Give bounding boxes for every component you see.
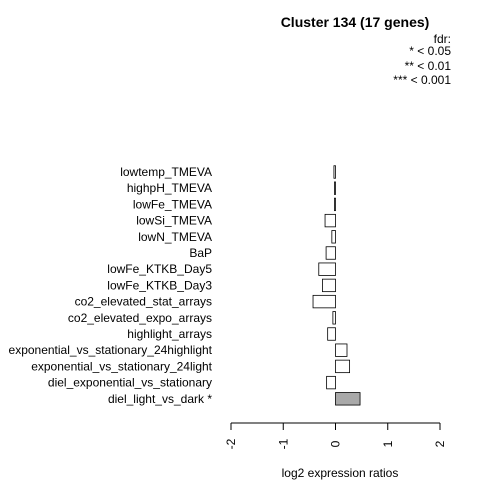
category-label: lowFe_TMEVA	[133, 197, 212, 211]
bar	[322, 278, 336, 293]
category-label: co2_elevated_expo_arrays	[68, 311, 212, 325]
chart-title: Cluster 134 (17 genes)	[281, 14, 430, 30]
x-tick-label: -2	[224, 438, 238, 449]
x-tick-label: 0	[329, 440, 343, 447]
category-label: lowSi_TMEVA	[136, 214, 212, 228]
x-ticks: -2 -1 0 1 2	[224, 423, 447, 449]
bars	[312, 165, 361, 406]
bar	[331, 230, 336, 244]
x-tick-label: 1	[381, 440, 395, 447]
x-axis-title: log2 expression ratios	[282, 466, 399, 480]
bar	[324, 213, 336, 228]
x-tick-label: -1	[276, 438, 290, 449]
x-tick-label: 2	[433, 440, 447, 447]
legend-entry-1: * < 0.05	[409, 44, 451, 58]
category-label: diel_exponential_vs_stationary	[48, 376, 212, 390]
category-label: highlight_arrays	[127, 327, 212, 341]
category-label: lowN_TMEVA	[138, 230, 212, 244]
category-label: lowFe_KTKB_Day5	[107, 262, 212, 276]
bar	[326, 375, 336, 390]
category-label: diel_light_vs_dark *	[108, 392, 212, 406]
bar	[335, 359, 351, 374]
bar	[318, 262, 336, 276]
x-axis: -2 -1 0 1 2	[224, 422, 447, 449]
legend-entry-3: *** < 0.001	[393, 73, 451, 87]
category-label: lowtemp_TMEVA	[120, 165, 212, 179]
legend-entry-2: ** < 0.01	[405, 59, 452, 73]
category-label: exponential_vs_stationary_24highlight	[9, 343, 213, 357]
bar	[325, 246, 336, 260]
bar	[335, 343, 348, 357]
bar	[332, 311, 336, 325]
category-label: highpH_TMEVA	[127, 181, 212, 195]
bar	[327, 327, 336, 341]
bar	[312, 294, 336, 309]
bar	[334, 197, 336, 212]
bar	[334, 181, 336, 195]
category-label: co2_elevated_stat_arrays	[75, 295, 212, 309]
legend: fdr: * < 0.05 ** < 0.01 *** < 0.001	[393, 32, 451, 87]
category-labels: lowtemp_TMEVA highpH_TMEVA lowFe_TMEVA lowS…	[9, 165, 213, 406]
category-label: exponential_vs_stationary_24light	[31, 359, 212, 373]
category-label: BaP	[189, 246, 212, 260]
legend-title: fdr:	[434, 32, 451, 46]
category-label: lowFe_KTKB_Day3	[107, 278, 212, 292]
bar	[335, 392, 361, 406]
bar	[333, 165, 336, 179]
